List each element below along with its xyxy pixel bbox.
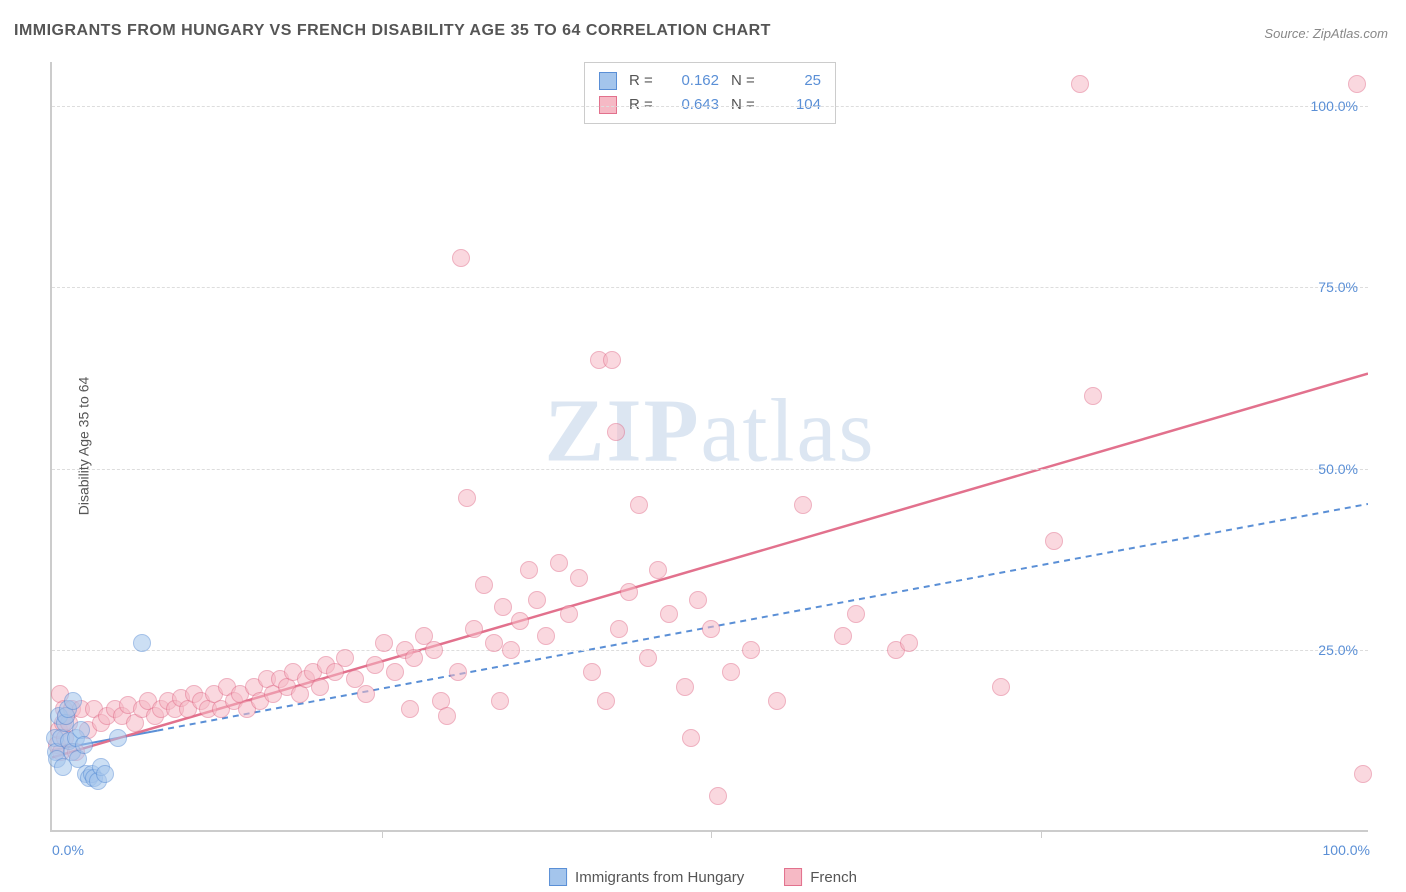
y-tick-label: 25.0% [1318,642,1358,658]
data-point [502,641,520,659]
data-point [570,569,588,587]
series-legend: Immigrants from Hungary French [549,868,857,886]
data-point [96,765,114,783]
legend-row: R = 0.162 N = 25 [599,69,821,93]
correlation-legend: R =0.162N =25R =0.643N =104 [584,62,836,124]
source-link[interactable]: ZipAtlas.com [1313,26,1388,41]
data-point [1071,75,1089,93]
gridline [52,650,1368,651]
data-point [520,561,538,579]
data-point [528,591,546,609]
data-point [639,649,657,667]
data-point [491,692,509,710]
data-point [649,561,667,579]
legend-n-label: N = [731,69,759,93]
data-point [511,612,529,630]
legend-n-value: 25 [771,69,821,93]
data-point [660,605,678,623]
data-point [465,620,483,638]
data-point [449,663,467,681]
gridline [52,106,1368,107]
data-point [1348,75,1366,93]
plot-area: ZIPatlas R =0.162N =25R =0.643N =104 25.… [50,62,1368,832]
x-tick [382,830,383,838]
y-tick-label: 50.0% [1318,461,1358,477]
x-tick-label: 0.0% [52,842,84,858]
data-point [607,423,625,441]
data-point [458,489,476,507]
data-point [689,591,707,609]
data-point [900,634,918,652]
legend-swatch [784,868,802,886]
watermark: ZIPatlas [545,379,876,482]
data-point [1084,387,1102,405]
data-point [550,554,568,572]
source-attribution: Source: ZipAtlas.com [1264,26,1388,41]
data-point [603,351,621,369]
data-point [560,605,578,623]
data-point [405,649,423,667]
legend-r-label: R = [629,69,657,93]
x-tick [1041,830,1042,838]
data-point [133,634,151,652]
data-point [475,576,493,594]
data-point [366,656,384,674]
y-tick-label: 100.0% [1311,98,1358,114]
data-point [452,249,470,267]
data-point [485,634,503,652]
data-point [597,692,615,710]
data-point [1354,765,1372,783]
data-point [847,605,865,623]
data-point [794,496,812,514]
data-point [992,678,1010,696]
data-point [401,700,419,718]
data-point [537,627,555,645]
data-point [709,787,727,805]
data-point [630,496,648,514]
legend-series-label: French [810,869,857,886]
bottom-legend-item: French [784,868,857,886]
gridline [52,469,1368,470]
data-point [610,620,628,638]
legend-series-label: Immigrants from Hungary [575,869,744,886]
data-point [722,663,740,681]
data-point [336,649,354,667]
data-point [494,598,512,616]
bottom-legend-item: Immigrants from Hungary [549,868,744,886]
data-point [75,736,93,754]
legend-swatch [549,868,567,886]
data-point [109,729,127,747]
legend-r-value: 0.162 [669,69,719,93]
data-point [742,641,760,659]
data-point [357,685,375,703]
data-point [768,692,786,710]
data-point [620,583,638,601]
data-point [682,729,700,747]
data-point [425,641,443,659]
data-point [311,678,329,696]
x-tick [711,830,712,838]
data-point [702,620,720,638]
source-label: Source: [1264,26,1309,41]
data-point [386,663,404,681]
data-point [438,707,456,725]
data-point [375,634,393,652]
chart-title: IMMIGRANTS FROM HUNGARY VS FRENCH DISABI… [14,22,771,40]
data-point [583,663,601,681]
gridline [52,287,1368,288]
y-tick-label: 75.0% [1318,279,1358,295]
data-point [64,692,82,710]
data-point [676,678,694,696]
data-point [834,627,852,645]
x-tick-label: 100.0% [1323,842,1370,858]
data-point [1045,532,1063,550]
legend-swatch [599,72,617,90]
